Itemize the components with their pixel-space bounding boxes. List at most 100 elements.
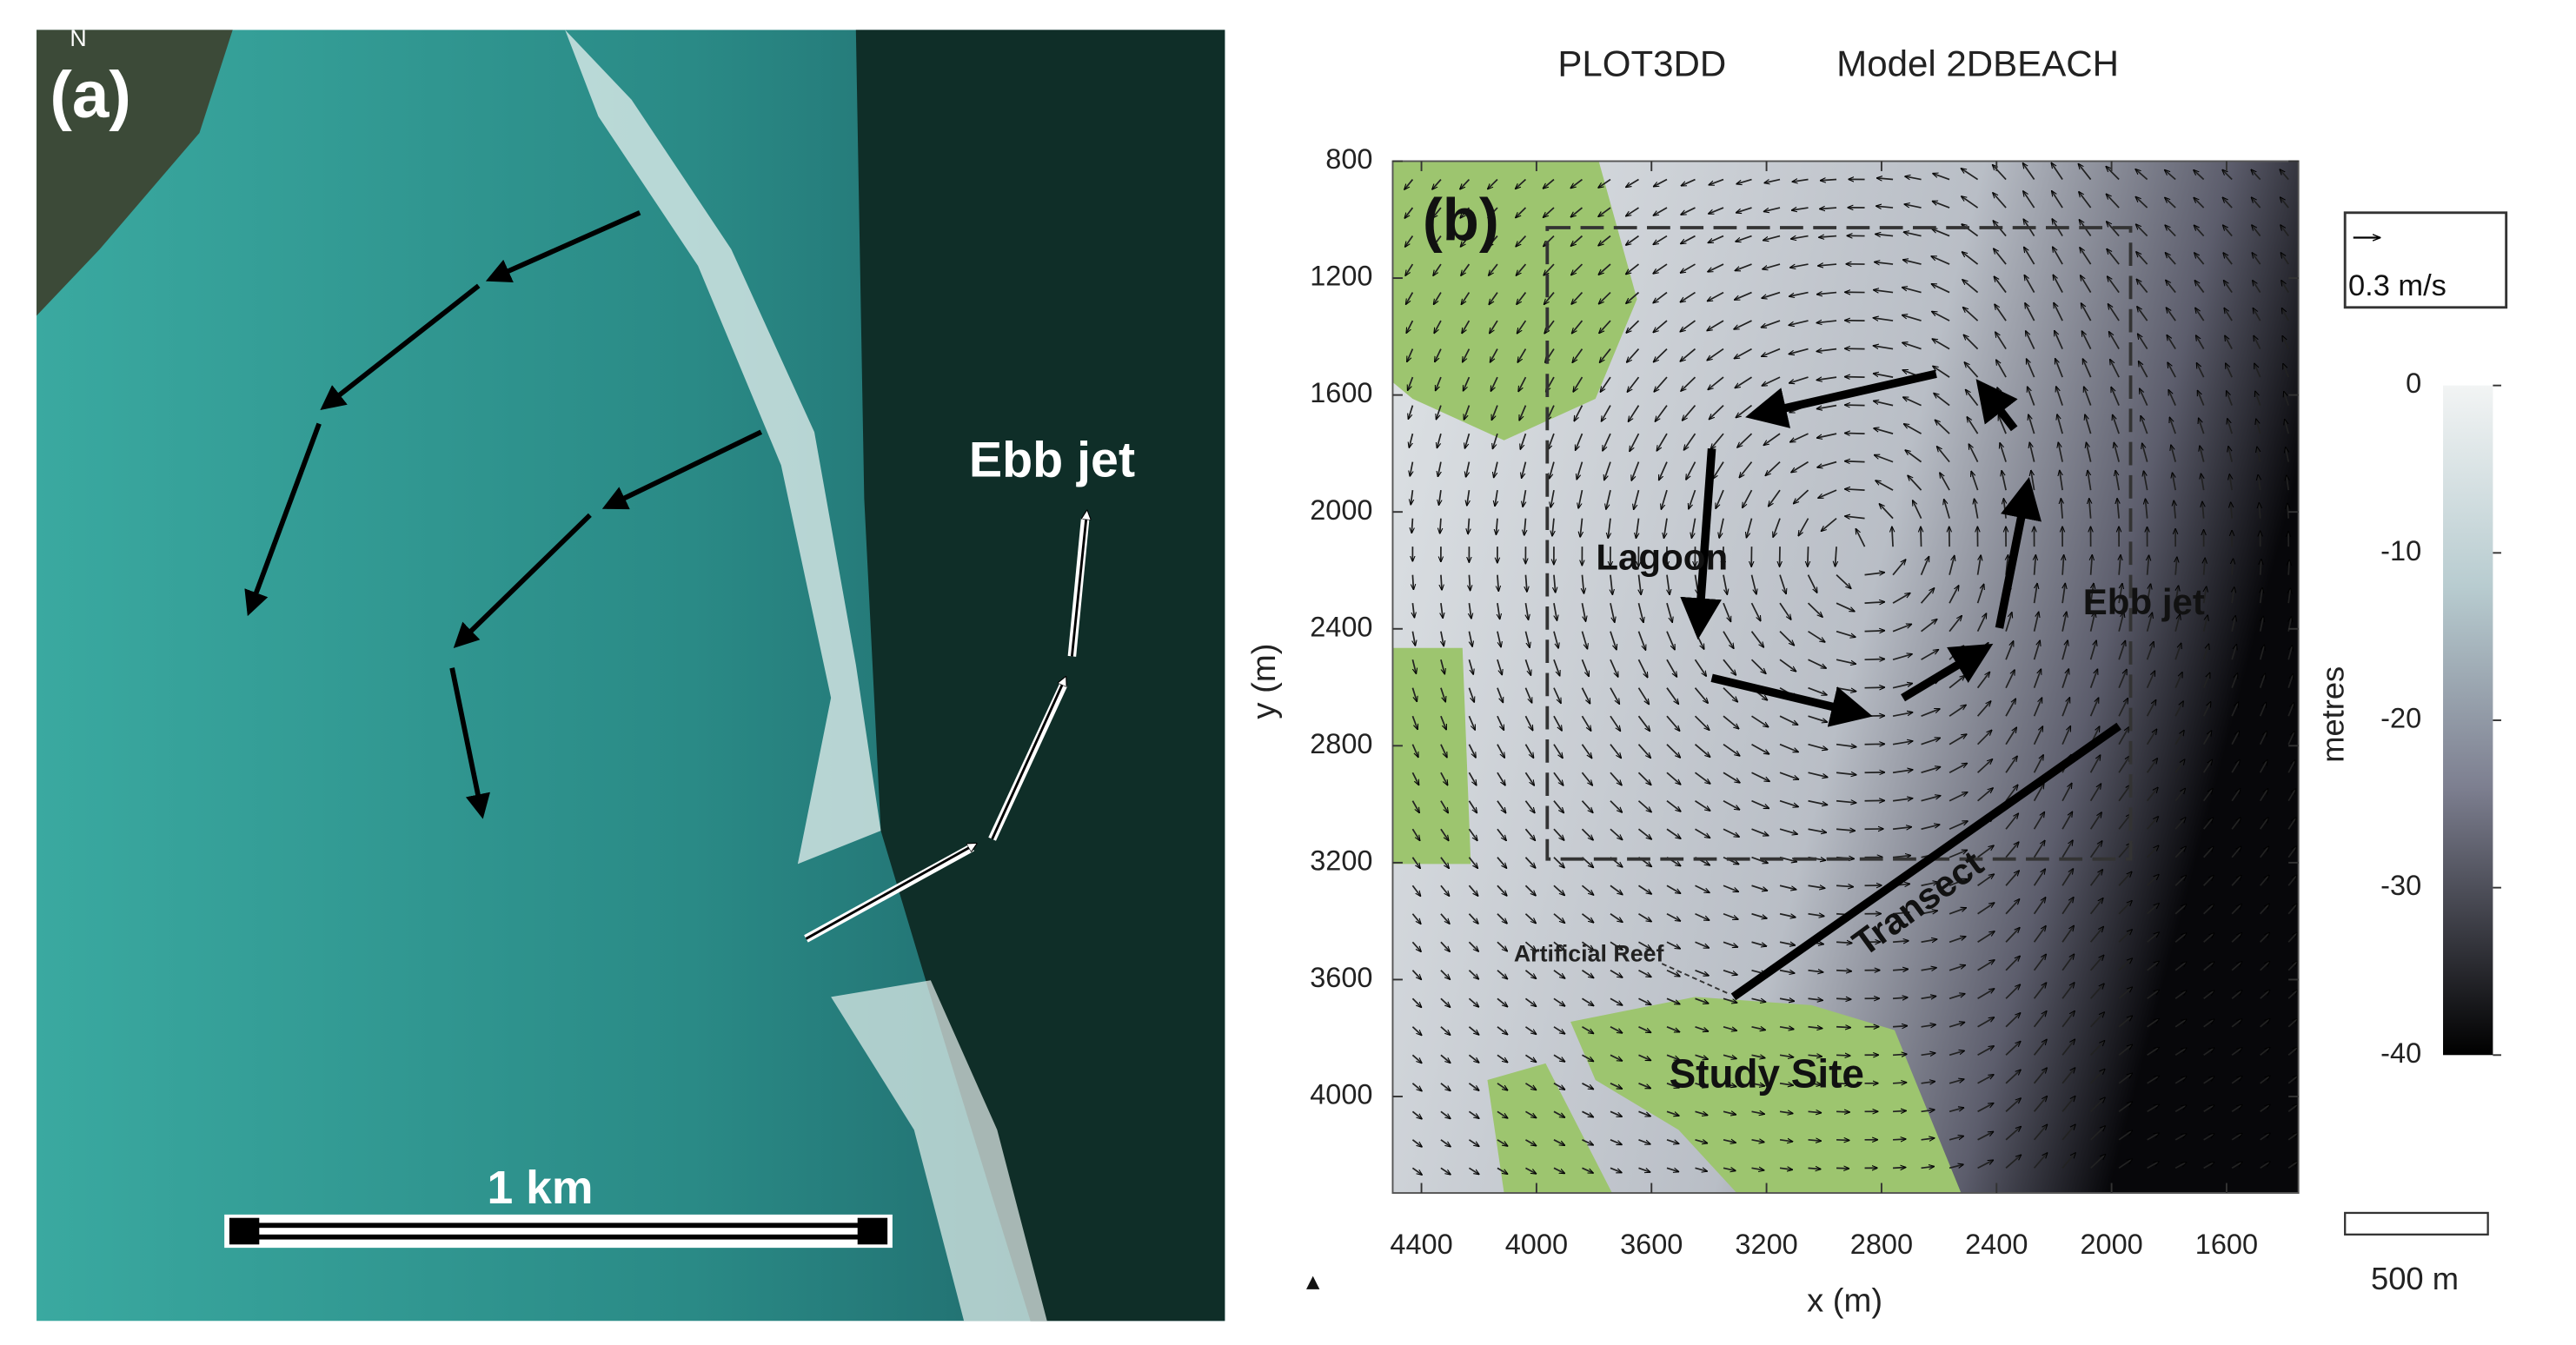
velocity-vector [2135,169,2148,181]
velocity-vector [1933,174,1950,181]
velocity-vector [2033,1124,2048,1141]
velocity-vector [1637,772,1650,785]
velocity-vector [1638,1083,1650,1089]
velocity-vector [1904,424,1922,434]
velocity-vector [1707,320,1724,330]
y-axis-label: y (m) [1245,644,1283,719]
velocity-vector [1440,1083,1451,1091]
site-label: Study Site [1670,1050,1864,1096]
velocity-vector [1903,232,1922,237]
velocity-vector [2117,499,2119,519]
velocity-vector [2028,414,2035,434]
velocity-vector [1667,574,1670,595]
velocity-vector [2090,1070,2105,1084]
velocity-vector [1497,687,1503,703]
velocity-vector [2089,499,2091,519]
velocity-vector [1411,772,1418,785]
velocity-vector [1653,263,1668,274]
velocity-vector [1902,315,1922,321]
velocity-vector [1518,376,1527,391]
velocity-vector [2222,197,2233,209]
velocity-vector [1637,659,1647,678]
velocity-vector [1411,715,1417,729]
velocity-vector [1789,348,1809,354]
velocity-vector [1610,885,1623,894]
velocity-vector [1836,602,1855,611]
velocity-vector [1893,1110,1906,1111]
velocity-vector [2109,332,2120,350]
velocity-vector [1520,433,1527,449]
velocity-vector [1977,1131,1994,1141]
velocity-vector [2147,904,2159,915]
velocity-vector [1751,828,1769,836]
velocity-vector [1836,630,1856,638]
velocity-vector [1976,730,1992,745]
velocity-vector [2203,846,2214,858]
velocity-vector [2231,1019,2242,1028]
velocity-vector [1460,207,1471,218]
velocity-vector [2174,586,2178,604]
velocity-vector [1637,828,1651,839]
velocity-vector [2203,904,2214,915]
velocity-vector [1524,800,1534,813]
x-tick-label: 2800 [1850,1229,1913,1260]
velocity-vector [1490,376,1498,391]
velocity-vector [2231,1077,2242,1084]
velocity-vector [2061,1124,2075,1141]
velocity-vector [1440,800,1448,813]
velocity-vector [1468,913,1478,924]
velocity-vector [1792,180,1809,182]
velocity-vector [1820,208,1837,209]
velocity-vector [1440,744,1447,758]
velocity-vector [1582,1110,1593,1116]
velocity-vector [1436,405,1442,420]
x-tick-label: 4000 [1505,1229,1568,1260]
velocity-vector [2005,1098,2021,1112]
velocity-vector [1666,912,1680,921]
velocity-vector [1523,489,1525,507]
velocity-vector [1598,263,1611,275]
velocity-vector [1411,744,1417,758]
velocity-vector [1432,207,1442,218]
velocity-vector [2033,1039,2047,1056]
velocity-vector [1921,1110,1935,1111]
velocity-vector [1750,631,1764,647]
velocity-vector [1581,659,1590,676]
velocity-vector [1666,1139,1679,1144]
velocity-vector [1892,593,1910,604]
velocity-vector [1743,489,1753,507]
velocity-vector [1553,970,1565,978]
velocity-vector [2174,1048,2187,1057]
velocity-vector [1638,941,1651,949]
velocity-vector [1653,207,1668,215]
velocity-vector [1582,1026,1593,1034]
velocity-vector [2033,926,2046,943]
velocity-vector [1966,389,1979,407]
velocity-vector [1440,857,1449,869]
velocity-vector [2053,247,2063,265]
velocity-vector [1434,376,1442,390]
land [37,30,233,316]
velocity-vector [2229,474,2232,491]
x-tick-label: 1600 [2195,1229,2258,1260]
velocity-vector [1580,518,1582,537]
velocity-vector [2136,252,2148,265]
velocity-vector [1553,1054,1565,1062]
velocity-vector [1808,998,1823,1000]
velocity-vector [1411,970,1421,980]
velocity-vector [2174,759,2185,773]
velocity-vector [1723,772,1740,783]
velocity-vector [2194,170,2205,181]
velocity-vector [2231,1048,2242,1056]
velocity-vector [1497,1083,1508,1090]
velocity-vector [1921,738,1941,745]
velocity-vector [1949,908,1966,915]
velocity-vector [2282,308,2289,321]
velocity-vector [1525,1167,1536,1174]
velocity-vector [1836,998,1851,999]
velocity-vector [2033,840,2045,858]
velocity-vector [1963,335,1979,350]
velocity-vector [1779,631,1794,646]
